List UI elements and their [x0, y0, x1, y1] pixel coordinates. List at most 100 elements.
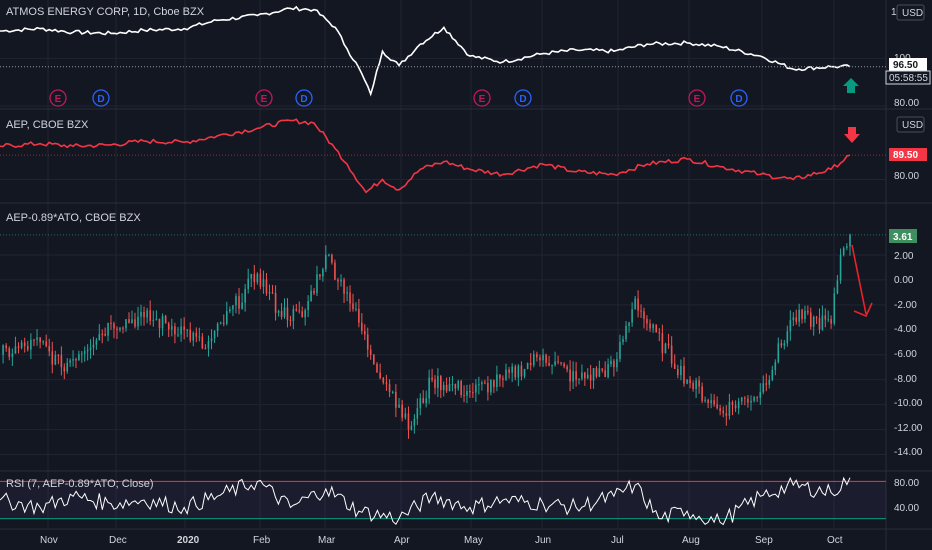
candle-body: [499, 374, 501, 379]
candle-body: [253, 274, 256, 283]
dividend-icon[interactable]: D: [92, 89, 110, 107]
candle-body: [487, 383, 489, 393]
candle-body: [425, 398, 427, 404]
candle-body: [376, 363, 378, 373]
candle-body: [78, 354, 80, 361]
candle-body: [661, 333, 664, 354]
candle-body: [241, 302, 243, 309]
candle-body: [762, 383, 765, 393]
dividend-icon[interactable]: D: [514, 89, 532, 107]
candle-body: [532, 354, 535, 366]
aep-last-value-badge: [889, 148, 927, 161]
earnings-icon[interactable]: E: [255, 89, 273, 107]
candle-body: [610, 360, 612, 365]
candle-body: [673, 363, 676, 369]
candle-body: [244, 288, 246, 303]
candle-body: [256, 273, 259, 283]
candle-body: [20, 342, 23, 348]
rsi-title: RSI (7, AEP-0.89*ATO; Close): [6, 478, 154, 490]
candle-body: [334, 262, 336, 280]
candle-body: [622, 339, 624, 342]
candle-body: [274, 293, 277, 313]
time-tick-mar: Mar: [318, 535, 336, 546]
candle-body: [149, 310, 152, 321]
candle-body: [316, 274, 318, 294]
candle-body: [301, 311, 304, 318]
candle-body: [759, 392, 762, 398]
candle-body: [780, 343, 783, 346]
candle-body: [416, 408, 419, 419]
candle-body: [304, 310, 306, 318]
candle-body: [466, 391, 468, 396]
candle-body: [398, 404, 400, 408]
earnings-icon[interactable]: E: [688, 89, 706, 107]
candle-body: [548, 363, 550, 366]
time-tick-jul: Jul: [611, 535, 624, 546]
candle-body: [451, 383, 454, 385]
candle-body: [786, 331, 789, 344]
candle-body: [481, 382, 483, 385]
candle-body: [592, 367, 595, 381]
candle-body: [795, 317, 798, 322]
candle-body: [677, 368, 679, 376]
spread-tick-m10: -10.00: [894, 398, 923, 409]
dividend-icon-circle: [514, 89, 532, 107]
time-tick-sep: Sep: [755, 535, 773, 546]
candle-body: [322, 269, 324, 277]
candle-body: [846, 246, 848, 248]
candle-body: [146, 310, 148, 318]
time-tick-2020: 2020: [177, 535, 200, 546]
candle-body: [756, 397, 758, 399]
candle-body: [551, 365, 553, 367]
candle-body: [422, 398, 425, 404]
candle-body: [313, 290, 315, 294]
earnings-icon[interactable]: E: [473, 89, 491, 107]
ato-currency-box[interactable]: [896, 4, 925, 21]
candle-body: [554, 361, 556, 366]
candle-body: [586, 374, 589, 379]
candle-body: [731, 401, 734, 406]
candle-body: [286, 307, 289, 320]
candle-body: [563, 363, 565, 367]
candle-body: [177, 334, 179, 336]
candle-body: [131, 319, 133, 324]
candle-body: [514, 366, 517, 378]
earnings-icon[interactable]: E: [49, 89, 67, 107]
dividend-icon[interactable]: D: [295, 89, 313, 107]
candle-body: [529, 362, 532, 366]
candle-body: [45, 341, 48, 347]
candle-body: [707, 399, 709, 404]
ato-currency[interactable]: USD: [902, 8, 923, 19]
candle-body: [542, 354, 544, 361]
candle-body: [366, 334, 369, 350]
candle-body: [789, 320, 792, 332]
dividend-icon-label: D: [300, 94, 307, 105]
candle-body: [57, 355, 60, 357]
candle-body: [750, 400, 752, 403]
candle-body: [445, 384, 448, 392]
ato-series-line: [0, 5, 851, 97]
candle-body: [765, 383, 768, 385]
time-tick-may: May: [464, 535, 483, 546]
candle-body: [815, 316, 818, 319]
candle-body: [472, 392, 474, 394]
spread-tick-m6: -6.00: [894, 349, 917, 360]
candle-body: [107, 322, 109, 336]
candle-body: [505, 369, 507, 380]
dividend-icon[interactable]: D: [730, 89, 748, 107]
spread-title: AEP-0.89*ATO, CBOE BZX: [6, 212, 141, 224]
candle-body: [268, 292, 271, 294]
candle-body: [692, 383, 694, 389]
aep-currency[interactable]: USD: [902, 120, 923, 131]
candle-body: [753, 397, 755, 401]
aep-currency-box[interactable]: [896, 116, 925, 133]
candle-body: [280, 311, 283, 317]
candle-body: [125, 319, 127, 329]
candle-body: [628, 322, 630, 326]
candle-body: [804, 310, 806, 320]
candle-body: [434, 379, 436, 388]
candle-body: [833, 293, 836, 324]
